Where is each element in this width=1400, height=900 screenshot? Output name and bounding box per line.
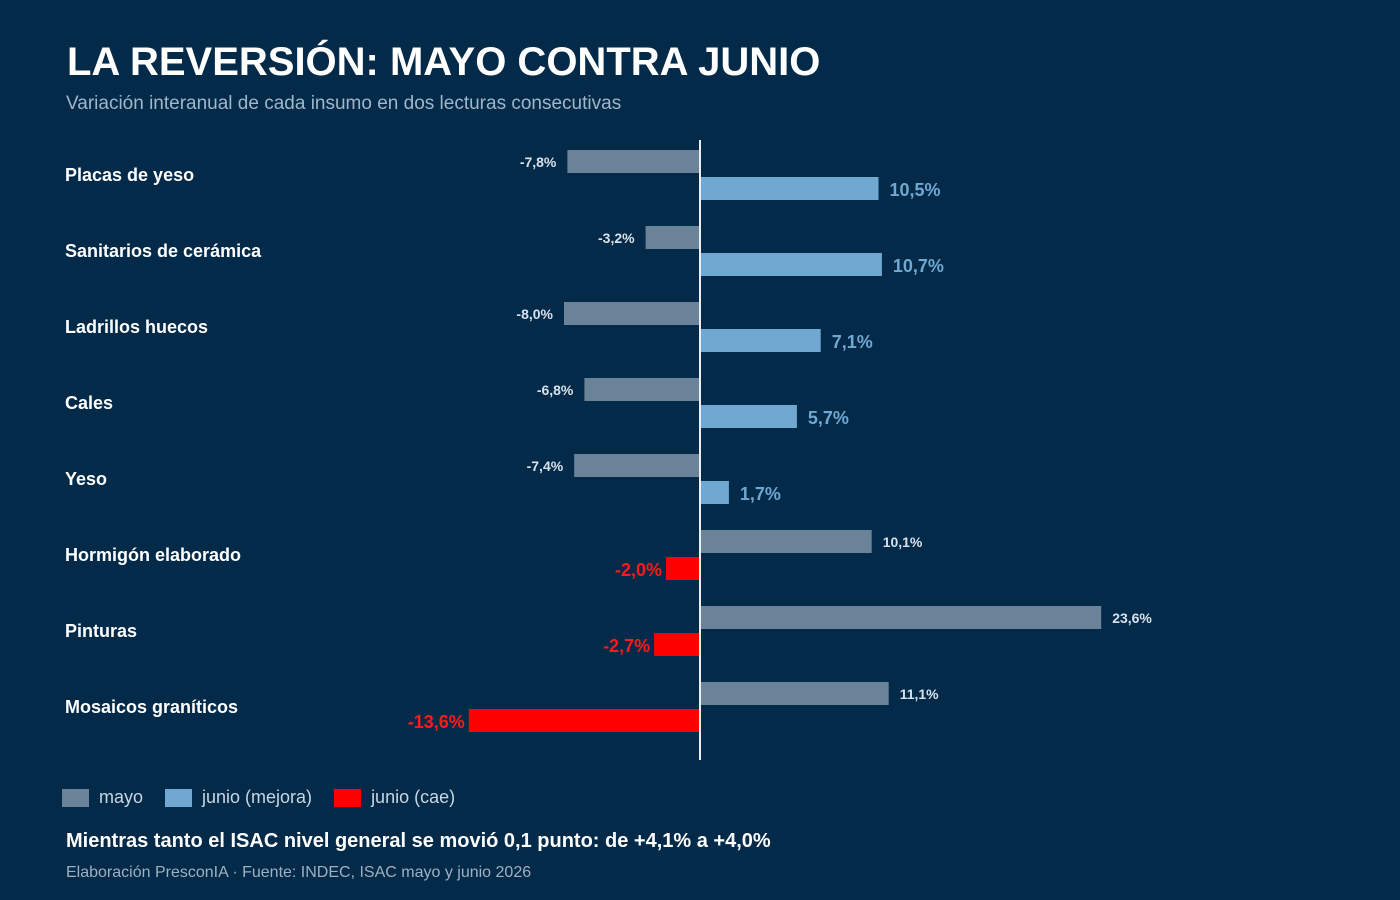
bar-mayo-cales bbox=[584, 378, 700, 401]
bar-mayo-ladrillos-huecos bbox=[564, 302, 700, 325]
legend-label-junio-mejora: junio (mejora) bbox=[202, 787, 313, 807]
chart-subtitle: Variación interanual de cada insumo en d… bbox=[66, 93, 622, 114]
data-label-junio-yeso: 1,7% bbox=[740, 484, 781, 504]
category-label-sanitarios-de-ceramica: Sanitarios de cerámica bbox=[65, 241, 262, 261]
data-label-mayo-placas-de-yeso: -7,8% bbox=[520, 154, 557, 170]
data-label-mayo-hormigon-elaborado: 10,1% bbox=[883, 534, 923, 550]
bar-junio-pinturas bbox=[654, 633, 700, 656]
data-label-junio-ladrillos-huecos: 7,1% bbox=[832, 332, 873, 352]
bar-mayo-pinturas bbox=[700, 606, 1102, 629]
bar-junio-mosaicos-graniticos bbox=[468, 709, 700, 732]
data-label-mayo-ladrillos-huecos: -8,0% bbox=[516, 306, 553, 322]
data-label-mayo-cales: -6,8% bbox=[537, 382, 574, 398]
data-label-junio-cales: 5,7% bbox=[808, 408, 849, 428]
category-label-pinturas: Pinturas bbox=[65, 621, 137, 641]
data-label-junio-mosaicos-graniticos: -13,6% bbox=[408, 712, 465, 732]
category-label-mosaicos-graniticos: Mosaicos graníticos bbox=[65, 697, 238, 717]
data-label-mayo-yeso: -7,4% bbox=[527, 458, 564, 474]
data-label-mayo-sanitarios-de-ceramica: -3,2% bbox=[598, 230, 635, 246]
bar-junio-ladrillos-huecos bbox=[700, 329, 821, 352]
data-label-junio-pinturas: -2,7% bbox=[603, 636, 650, 656]
bar-junio-sanitarios-de-ceramica bbox=[700, 253, 882, 276]
legend-item-junio-mejora: junio (mejora) bbox=[165, 787, 312, 808]
bar-mayo-hormigon-elaborado bbox=[700, 530, 872, 553]
legend-label-junio-cae: junio (cae) bbox=[371, 787, 456, 807]
category-label-placas-de-yeso: Placas de yeso bbox=[65, 165, 194, 185]
bar-junio-hormigon-elaborado bbox=[666, 557, 700, 580]
source-credit: Elaboración PresconIA · Fuente: INDEC, I… bbox=[66, 864, 532, 881]
bar-junio-placas-de-yeso bbox=[700, 177, 879, 200]
bar-mayo-sanitarios-de-ceramica bbox=[645, 226, 700, 249]
legend-label-mayo: mayo bbox=[99, 787, 144, 807]
data-label-junio-sanitarios-de-ceramica: 10,7% bbox=[893, 256, 944, 276]
chart-title: LA REVERSIÓN: MAYO CONTRA JUNIO bbox=[67, 40, 821, 84]
footnote-isac: Mientras tanto el ISAC nivel general se … bbox=[66, 830, 771, 852]
category-label-ladrillos-huecos: Ladrillos huecos bbox=[65, 317, 208, 337]
data-label-mayo-mosaicos-graniticos: 11,1% bbox=[900, 686, 939, 702]
bar-junio-yeso bbox=[700, 481, 729, 504]
category-label-cales: Cales bbox=[65, 393, 113, 413]
legend-swatch-junio-mejora bbox=[165, 788, 193, 807]
legend-swatch-junio-cae bbox=[334, 788, 362, 807]
bar-mayo-mosaicos-graniticos bbox=[700, 682, 889, 705]
data-label-junio-placas-de-yeso: 10,5% bbox=[890, 180, 941, 200]
chart-legend: mayo junio (mejora) junio (cae) bbox=[62, 787, 477, 808]
legend-swatch-mayo bbox=[62, 788, 89, 807]
category-label-yeso: Yeso bbox=[65, 469, 107, 489]
legend-item-mayo: mayo bbox=[62, 787, 143, 808]
bar-junio-cales bbox=[700, 405, 797, 428]
bar-mayo-placas-de-yeso bbox=[567, 150, 700, 173]
data-label-junio-hormigon-elaborado: -2,0% bbox=[615, 560, 662, 580]
legend-item-junio-cae: junio (cae) bbox=[334, 787, 455, 808]
data-label-mayo-pinturas: 23,6% bbox=[1112, 610, 1152, 626]
category-label-hormigon-elaborado: Hormigón elaborado bbox=[65, 545, 241, 565]
bar-mayo-yeso bbox=[574, 454, 700, 477]
